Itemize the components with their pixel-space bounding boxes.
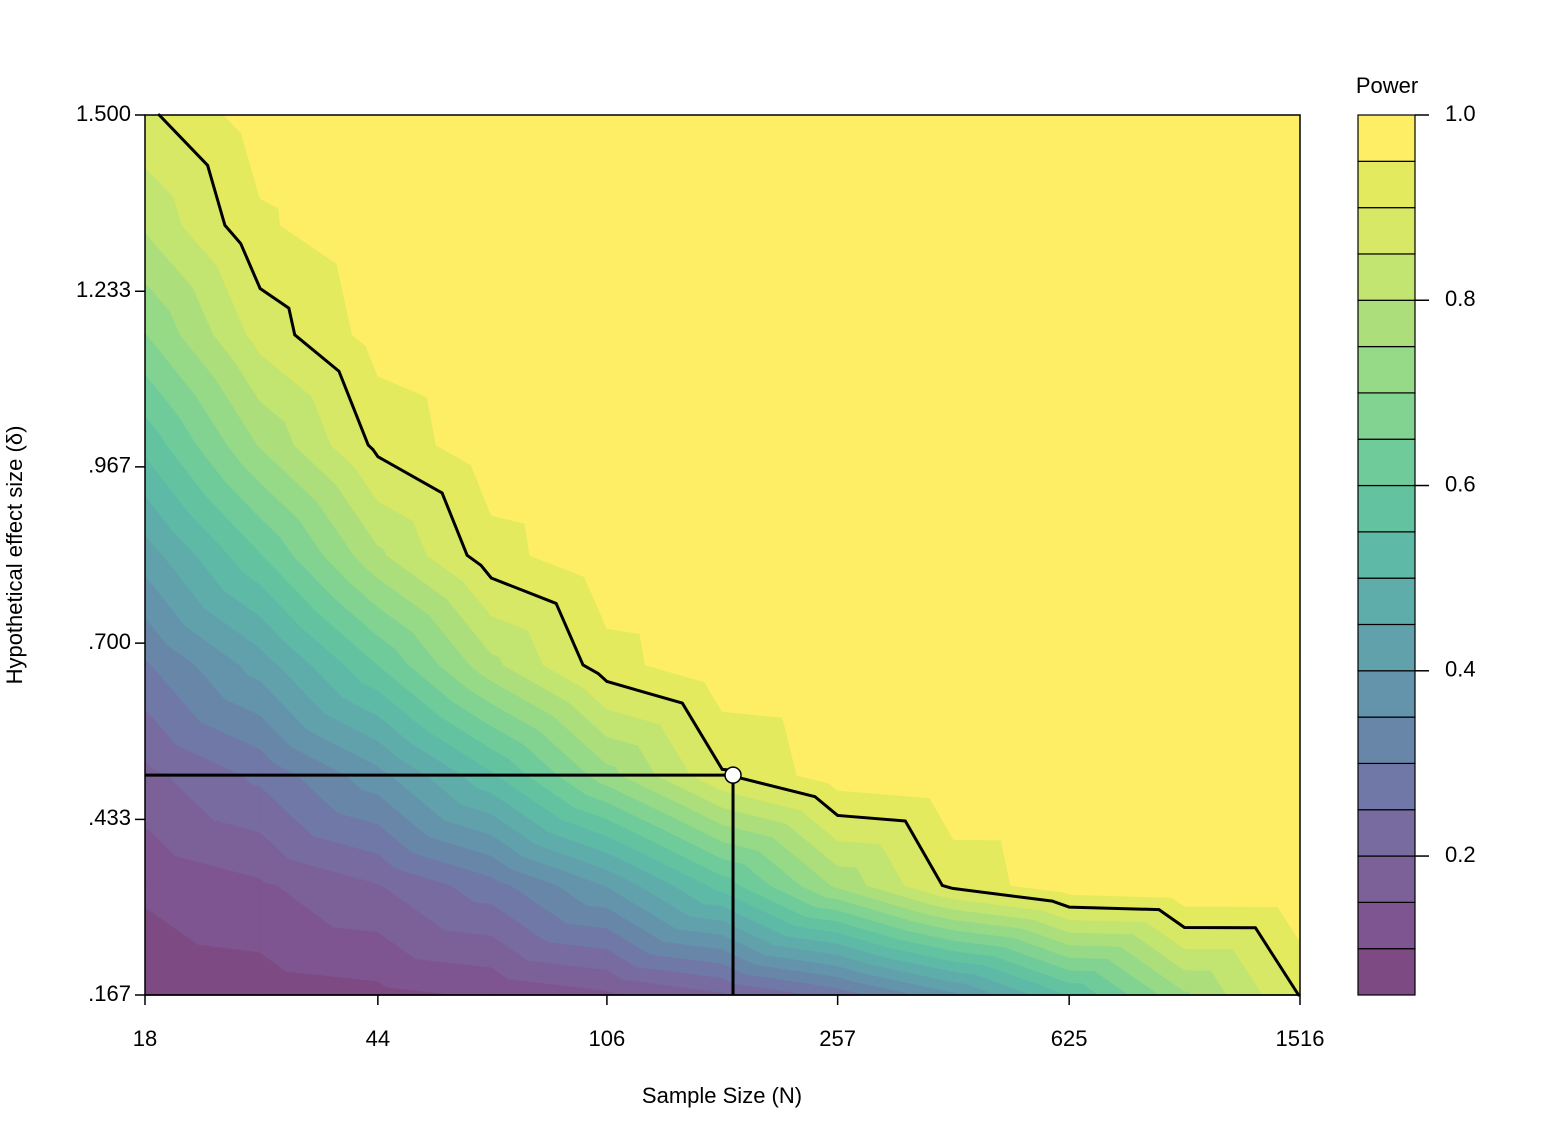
x-tick-label: 1516 [1276, 1026, 1325, 1051]
colorbar-band [1357, 809, 1416, 857]
x-tick-label: 18 [133, 1026, 157, 1051]
x-tick-label: 257 [819, 1026, 856, 1051]
colorbar-tick-label: 0.4 [1445, 657, 1476, 682]
colorbar-band [1357, 299, 1416, 348]
colorbar-band [1357, 345, 1416, 394]
colorbar-tick-label: 0.8 [1445, 286, 1476, 311]
colorbar-band [1357, 855, 1416, 903]
x-axis-label: Sample Size (N) [642, 1083, 802, 1108]
y-tick-label: .967 [88, 453, 131, 478]
colorbar-band [1357, 438, 1416, 487]
x-tick-label: 44 [366, 1026, 390, 1051]
highlight-point [724, 766, 742, 784]
colorbar-band [1357, 948, 1416, 996]
colorbar-tick-label: 1.0 [1445, 101, 1476, 126]
y-tick-label: .433 [88, 805, 131, 830]
y-axis-label: Hypothetical effect size (δ) [2, 426, 27, 685]
colorbar-band [1357, 716, 1416, 765]
colorbar-band [1357, 484, 1416, 533]
colorbar-tick-label: 0.2 [1445, 842, 1476, 867]
colorbar-band [1357, 901, 1416, 950]
y-tick-label: .167 [88, 981, 131, 1006]
colorbar-title: Power [1356, 73, 1418, 98]
colorbar-band [1357, 160, 1416, 209]
y-tick-label: .700 [88, 629, 131, 654]
target-power-contour [157, 113, 1301, 997]
colorbar-band [1357, 207, 1416, 255]
y-tick-label: 1.233 [76, 277, 131, 302]
x-tick-label: 106 [589, 1026, 626, 1051]
y-tick-label: 1.500 [76, 101, 131, 126]
colorbar-band [1357, 670, 1416, 718]
colorbar-band [1357, 253, 1416, 301]
colorbar-band [1357, 623, 1416, 672]
colorbar-band [1357, 577, 1416, 626]
colorbar-band [1357, 392, 1416, 440]
colorbar-tick-label: 0.6 [1445, 471, 1476, 496]
colorbar-band [1357, 762, 1416, 811]
x-tick-label: 625 [1051, 1026, 1088, 1051]
colorbar-band [1357, 114, 1416, 162]
colorbar-band [1357, 531, 1416, 579]
